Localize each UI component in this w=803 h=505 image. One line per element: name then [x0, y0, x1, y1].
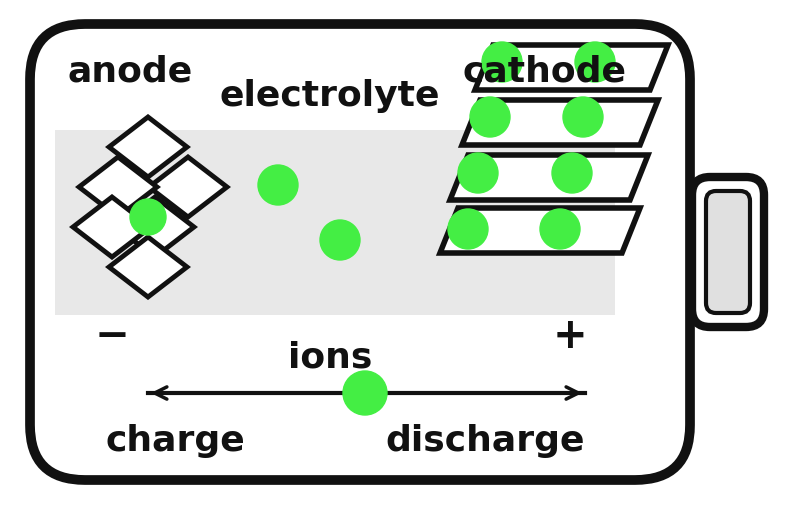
Text: cathode: cathode — [463, 54, 626, 88]
Circle shape — [540, 210, 579, 249]
Polygon shape — [475, 46, 667, 91]
Text: discharge: discharge — [385, 423, 584, 457]
FancyBboxPatch shape — [705, 191, 749, 314]
Circle shape — [343, 371, 386, 415]
Polygon shape — [439, 209, 639, 254]
Circle shape — [552, 154, 591, 193]
Polygon shape — [149, 158, 226, 218]
Polygon shape — [116, 197, 194, 258]
Text: +: + — [552, 315, 587, 357]
Circle shape — [482, 43, 521, 83]
Circle shape — [320, 221, 360, 261]
Circle shape — [447, 210, 487, 249]
Circle shape — [458, 154, 497, 193]
Text: charge: charge — [105, 423, 245, 457]
Polygon shape — [109, 118, 187, 178]
FancyBboxPatch shape — [691, 178, 763, 327]
Circle shape — [130, 199, 165, 235]
Polygon shape — [79, 158, 157, 218]
Circle shape — [562, 98, 602, 138]
Polygon shape — [73, 197, 151, 258]
Polygon shape — [450, 156, 647, 200]
Polygon shape — [109, 237, 187, 297]
Text: anode: anode — [67, 54, 193, 88]
Bar — [55, 131, 614, 316]
Circle shape — [470, 98, 509, 138]
Circle shape — [574, 43, 614, 83]
FancyBboxPatch shape — [30, 25, 689, 480]
Text: ions: ions — [287, 340, 372, 374]
Circle shape — [258, 166, 298, 206]
Text: −: − — [95, 315, 129, 357]
Text: electrolyte: electrolyte — [219, 79, 440, 113]
Polygon shape — [462, 101, 657, 146]
